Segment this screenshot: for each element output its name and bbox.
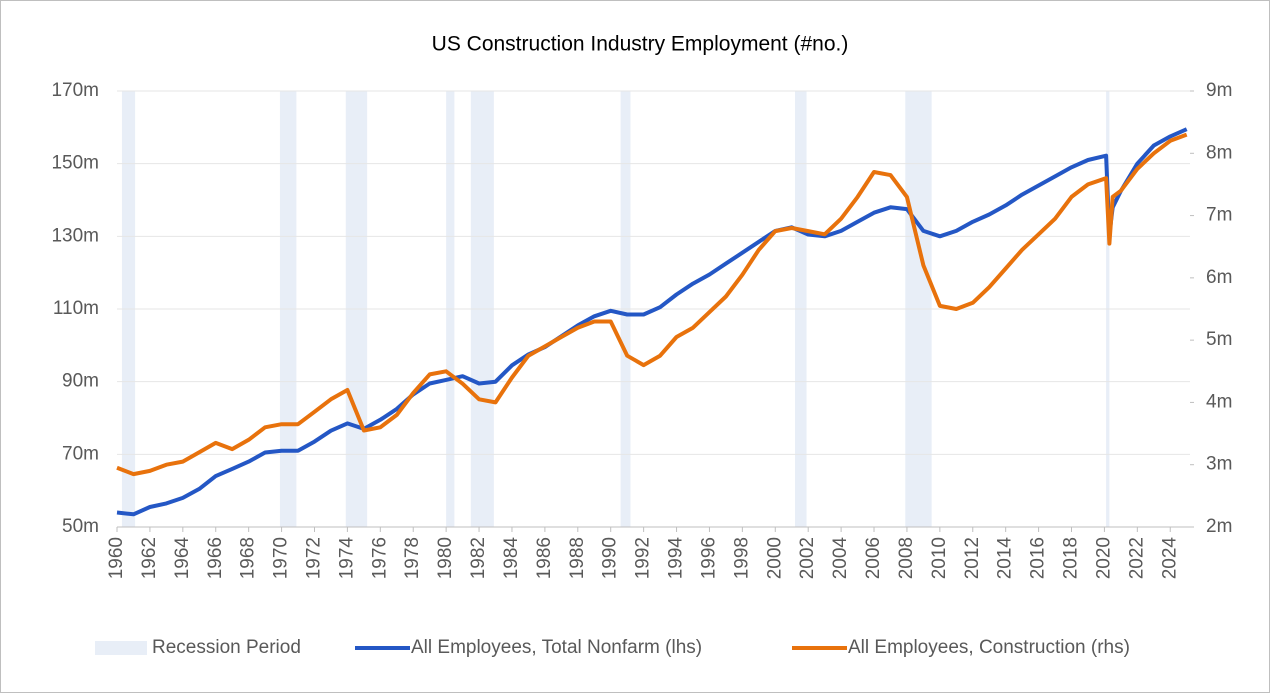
- x-tick-label: 1972: [304, 537, 325, 579]
- x-tick-label: 2004: [830, 537, 851, 580]
- y-tick-label: 50m: [62, 516, 99, 537]
- y2-tick-label: 5m: [1206, 329, 1232, 350]
- x-tick-label: 1984: [501, 537, 522, 580]
- x-tick-label: 1982: [468, 537, 489, 579]
- x-tick-label: 1966: [205, 537, 226, 579]
- y2-tick-label: 4m: [1206, 391, 1232, 412]
- x-tick-label: 2020: [1093, 537, 1114, 579]
- x-tick-label: 2008: [896, 537, 917, 579]
- y2-tick-label: 2m: [1206, 516, 1232, 537]
- y-tick-label: 150m: [51, 153, 99, 174]
- x-tick-label: 1988: [567, 537, 588, 579]
- x-tick-label: 2002: [797, 537, 818, 579]
- y-tick-label: 90m: [62, 371, 99, 392]
- series-line: [116, 132, 1188, 477]
- x-tick-label: 2000: [764, 537, 785, 579]
- x-tick-label: 1992: [633, 537, 654, 579]
- legend-swatch: [95, 641, 147, 655]
- y-tick-label: 130m: [51, 225, 99, 246]
- y2-tick-label: 6m: [1206, 267, 1232, 288]
- legend-label: All Employees, Total Nonfarm (lhs): [411, 637, 702, 658]
- x-tick-label: 1998: [731, 537, 752, 579]
- x-tick-label: 1976: [369, 537, 390, 579]
- series-line: [116, 127, 1188, 517]
- x-tick-label: 2012: [962, 537, 983, 579]
- y-tick-label: 170m: [51, 80, 99, 101]
- x-tick-label: 1990: [600, 537, 621, 579]
- y2-tick-label: 8m: [1206, 142, 1232, 163]
- y2-tick-label: 7m: [1206, 205, 1232, 226]
- x-tick-label: 1980: [435, 537, 456, 579]
- x-tick-label: 2022: [1126, 537, 1147, 579]
- x-tick-label: 2024: [1159, 537, 1180, 580]
- chart-title: US Construction Industry Employment (#no…: [432, 33, 849, 56]
- x-tick-label: 1968: [238, 537, 259, 579]
- legend-label: Recession Period: [152, 637, 301, 658]
- x-tick-label: 2014: [995, 537, 1016, 580]
- x-tick-label: 1994: [666, 537, 687, 580]
- x-tick-label: 1960: [106, 537, 127, 579]
- x-tick-label: 2016: [1028, 537, 1049, 579]
- x-tick-label: 1978: [402, 537, 423, 579]
- x-tick-label: 1986: [534, 537, 555, 579]
- x-tick-label: 1996: [698, 537, 719, 579]
- y2-tick-label: 3m: [1206, 454, 1232, 475]
- y-tick-label: 70m: [62, 443, 99, 464]
- x-tick-label: 1964: [172, 537, 193, 580]
- x-tick-label: 1974: [336, 537, 357, 580]
- legend-label: All Employees, Construction (rhs): [848, 637, 1130, 658]
- y2-tick-label: 9m: [1206, 80, 1232, 101]
- y-tick-label: 110m: [53, 298, 99, 319]
- x-tick-label: 2006: [863, 537, 884, 579]
- x-tick-label: 1962: [139, 537, 160, 579]
- x-tick-label: 2018: [1061, 537, 1082, 579]
- x-tick-label: 1970: [271, 537, 292, 579]
- x-tick-label: 2010: [929, 537, 950, 579]
